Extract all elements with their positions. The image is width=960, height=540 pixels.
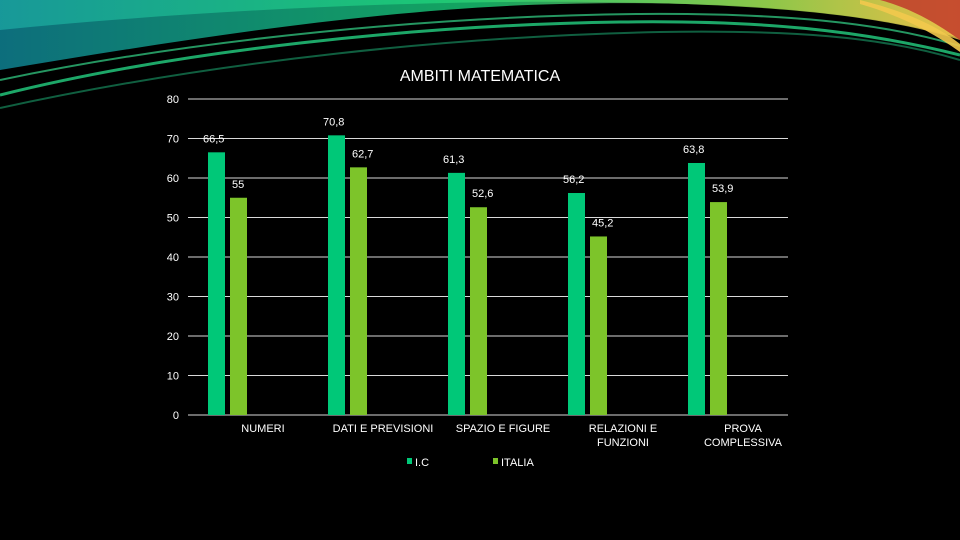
y-axis-ticks: 0 10 20 30 40 50 60 70 80 bbox=[167, 94, 179, 422]
legend-swatch bbox=[407, 458, 412, 464]
legend-swatch bbox=[493, 458, 498, 464]
data-label: 61,3 bbox=[443, 154, 464, 166]
category-label: PROVA COMPLESSIVA bbox=[704, 423, 783, 449]
category-label: SPAZIO E FIGURE bbox=[456, 423, 551, 435]
y-tick-label: 0 bbox=[173, 410, 179, 422]
data-label: 53,9 bbox=[712, 183, 733, 195]
bar bbox=[590, 236, 607, 415]
bar bbox=[470, 207, 487, 415]
bar bbox=[350, 167, 367, 415]
data-labels: 66,5 55 70,8 62,7 61,3 52,6 56,2 45,2 63,8 53,9 bbox=[203, 116, 733, 229]
category-label: DATI E PREVISIONI bbox=[333, 423, 434, 435]
bar bbox=[230, 197, 247, 415]
bar bbox=[328, 135, 345, 415]
y-tick-label: 70 bbox=[167, 134, 179, 146]
bar bbox=[710, 202, 727, 415]
decorative-swoosh-banner bbox=[0, 0, 960, 109]
data-label: 63,8 bbox=[683, 144, 704, 156]
y-tick-label: 80 bbox=[167, 94, 179, 106]
y-tick-label: 50 bbox=[167, 213, 179, 225]
category-label: RELAZIONI E FUNZIONI bbox=[589, 423, 657, 449]
data-label: 56,2 bbox=[563, 174, 584, 186]
legend: I.C ITALIA bbox=[407, 457, 534, 469]
legend-label: I.C bbox=[415, 457, 429, 469]
data-label: 45,2 bbox=[592, 217, 613, 229]
y-tick-label: 20 bbox=[167, 331, 179, 343]
y-tick-label: 30 bbox=[167, 292, 179, 304]
data-label: 62,7 bbox=[352, 148, 373, 160]
data-label: 66,5 bbox=[203, 133, 224, 145]
bar bbox=[688, 162, 705, 415]
bar bbox=[448, 172, 465, 415]
category-label: NUMERI bbox=[241, 423, 284, 435]
data-label: 70,8 bbox=[323, 116, 344, 128]
y-tick-label: 10 bbox=[167, 371, 179, 383]
legend-label: ITALIA bbox=[501, 457, 534, 469]
chart-title: AMBITI MATEMATICA bbox=[400, 68, 561, 85]
data-label: 55 bbox=[232, 179, 244, 191]
bars bbox=[208, 135, 727, 415]
y-tick-label: 60 bbox=[167, 173, 179, 185]
bar bbox=[568, 193, 585, 415]
bar bbox=[208, 152, 225, 415]
data-label: 52,6 bbox=[472, 188, 493, 200]
y-tick-label: 40 bbox=[167, 252, 179, 264]
category-labels: NUMERI DATI E PREVISIONI SPAZIO E FIGURE RE… bbox=[241, 423, 782, 449]
